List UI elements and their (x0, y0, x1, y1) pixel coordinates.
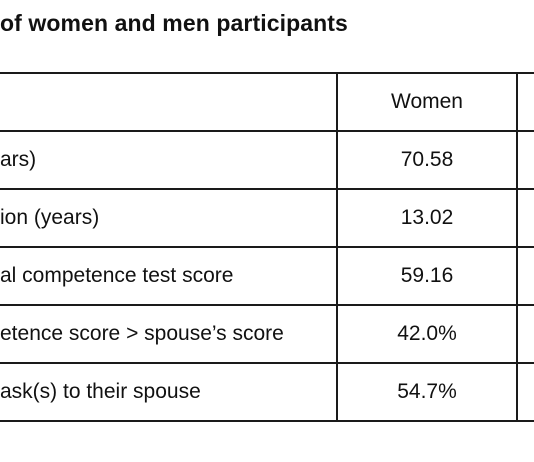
row-label: ion (years) (0, 206, 100, 229)
data-table: Women ars) 70.58 ion (years) 13.02 al co… (0, 72, 534, 422)
header-women-cell: Women (336, 74, 518, 130)
row-women-value: 54.7% (336, 364, 518, 420)
table-row: ion (years) 13.02 (0, 188, 534, 246)
row-women-value: 70.58 (336, 132, 518, 188)
row-women-value: 59.16 (336, 248, 518, 304)
table-header-row: Women (0, 72, 534, 130)
table-row: al competence test score 59.16 (0, 246, 534, 304)
row-women-value: 13.02 (336, 190, 518, 246)
row-women-value: 42.0% (336, 306, 518, 362)
table-row: ars) 70.58 (0, 130, 534, 188)
row-label: ask(s) to their spouse (0, 380, 201, 403)
row-label: ars) (0, 148, 37, 171)
table-row: ask(s) to their spouse 54.7% (0, 362, 534, 422)
table-row: etence score > spouse’s score 42.0% (0, 304, 534, 362)
row-label: etence score > spouse’s score (0, 322, 284, 345)
row-label: al competence test score (0, 264, 234, 287)
table-title: of women and men participants (0, 10, 348, 36)
